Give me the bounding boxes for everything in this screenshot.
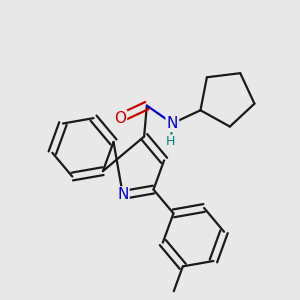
Text: N: N <box>167 116 178 131</box>
Text: O: O <box>114 111 126 126</box>
Text: N: N <box>117 188 129 202</box>
Text: H: H <box>166 136 175 148</box>
